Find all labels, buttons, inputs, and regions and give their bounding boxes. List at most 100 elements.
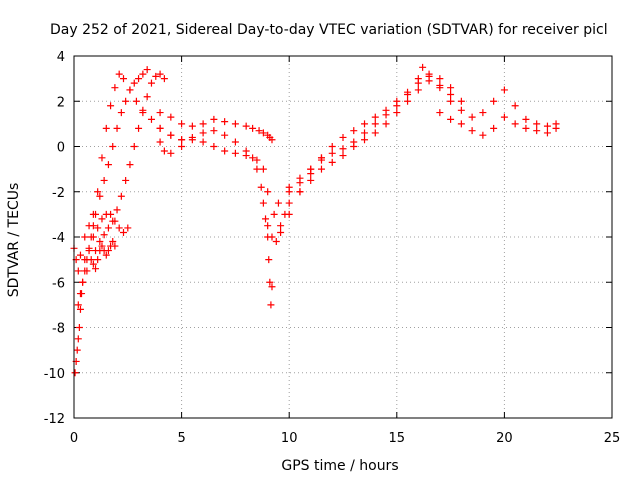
data-point (490, 124, 498, 132)
data-point (533, 127, 541, 135)
data-points (70, 63, 560, 377)
data-point (124, 224, 132, 232)
data-point (259, 199, 267, 207)
data-point (317, 165, 325, 173)
x-tick-label: 25 (604, 431, 621, 446)
data-point (96, 192, 104, 200)
data-point (436, 109, 444, 117)
data-point (393, 102, 401, 110)
data-point (117, 192, 125, 200)
data-point (419, 63, 427, 71)
data-point (130, 143, 138, 150)
data-point (81, 256, 89, 264)
data-point (328, 158, 336, 166)
y-tick-label: -2 (52, 186, 65, 201)
data-point (113, 206, 121, 214)
data-point (268, 283, 276, 291)
data-point (74, 301, 82, 309)
data-point (98, 242, 106, 250)
data-point (139, 109, 147, 117)
data-point (74, 335, 82, 343)
data-point (339, 133, 347, 141)
series-track-6 (156, 109, 276, 144)
data-point (255, 127, 263, 135)
data-point (117, 109, 125, 117)
data-point (371, 113, 379, 121)
data-point (307, 165, 315, 173)
series-track-11 (285, 63, 560, 191)
data-point (167, 131, 175, 139)
data-point (73, 346, 81, 354)
data-point (210, 115, 218, 123)
data-point (259, 165, 267, 173)
data-point (115, 70, 123, 78)
data-point (115, 224, 123, 232)
series-track-4 (81, 210, 132, 264)
data-point (79, 278, 87, 286)
data-point (76, 305, 84, 313)
data-point (543, 122, 551, 130)
data-point (264, 188, 272, 196)
data-point (267, 301, 275, 309)
data-point (119, 75, 127, 83)
data-point (490, 97, 498, 105)
chart-title: Day 252 of 2021, Sidereal Day-to-day VTE… (50, 22, 608, 38)
data-point (74, 267, 82, 275)
data-point (113, 124, 121, 132)
data-point (296, 188, 304, 196)
data-point (130, 79, 138, 87)
data-point (94, 224, 102, 232)
data-point (231, 149, 239, 157)
data-point (317, 156, 325, 164)
data-point (436, 84, 444, 92)
data-point (221, 147, 229, 155)
data-point (371, 120, 379, 128)
data-point (156, 138, 164, 146)
x-axis-title: GPS time / hours (281, 458, 398, 474)
data-point (382, 111, 390, 119)
series-track-8 (156, 136, 325, 230)
data-point (328, 149, 336, 157)
data-point (361, 129, 369, 137)
y-tick-label: -12 (44, 412, 65, 427)
y-tick-label: 0 (57, 141, 65, 156)
data-point (457, 120, 465, 128)
data-point (178, 120, 186, 128)
data-point (126, 161, 134, 169)
data-point (268, 136, 276, 144)
data-point (221, 118, 229, 126)
data-point (147, 79, 155, 87)
data-point (552, 124, 560, 132)
data-point (242, 152, 250, 160)
data-point (111, 84, 119, 92)
data-point (104, 247, 112, 255)
data-point (265, 256, 273, 264)
data-point (199, 120, 207, 128)
data-point (92, 210, 100, 218)
data-point (414, 75, 422, 83)
data-point (285, 183, 293, 191)
data-point (156, 70, 164, 78)
data-point (147, 115, 155, 123)
data-point (167, 149, 175, 157)
data-point (210, 143, 218, 150)
data-point (87, 256, 95, 264)
data-point (76, 290, 84, 298)
data-point (468, 127, 476, 135)
data-point (500, 113, 508, 121)
x-tick-label: 10 (281, 431, 298, 446)
data-point (277, 228, 285, 236)
data-point (479, 109, 487, 117)
data-point (119, 228, 127, 236)
data-point (89, 260, 97, 268)
data-point (339, 152, 347, 160)
data-point (361, 136, 369, 144)
data-point (253, 156, 261, 164)
data-point (447, 84, 455, 92)
data-point (94, 188, 102, 196)
data-point (500, 86, 508, 94)
data-point (85, 247, 93, 255)
data-point (221, 131, 229, 139)
x-tick-label: 0 (70, 431, 78, 446)
data-point (307, 176, 315, 184)
